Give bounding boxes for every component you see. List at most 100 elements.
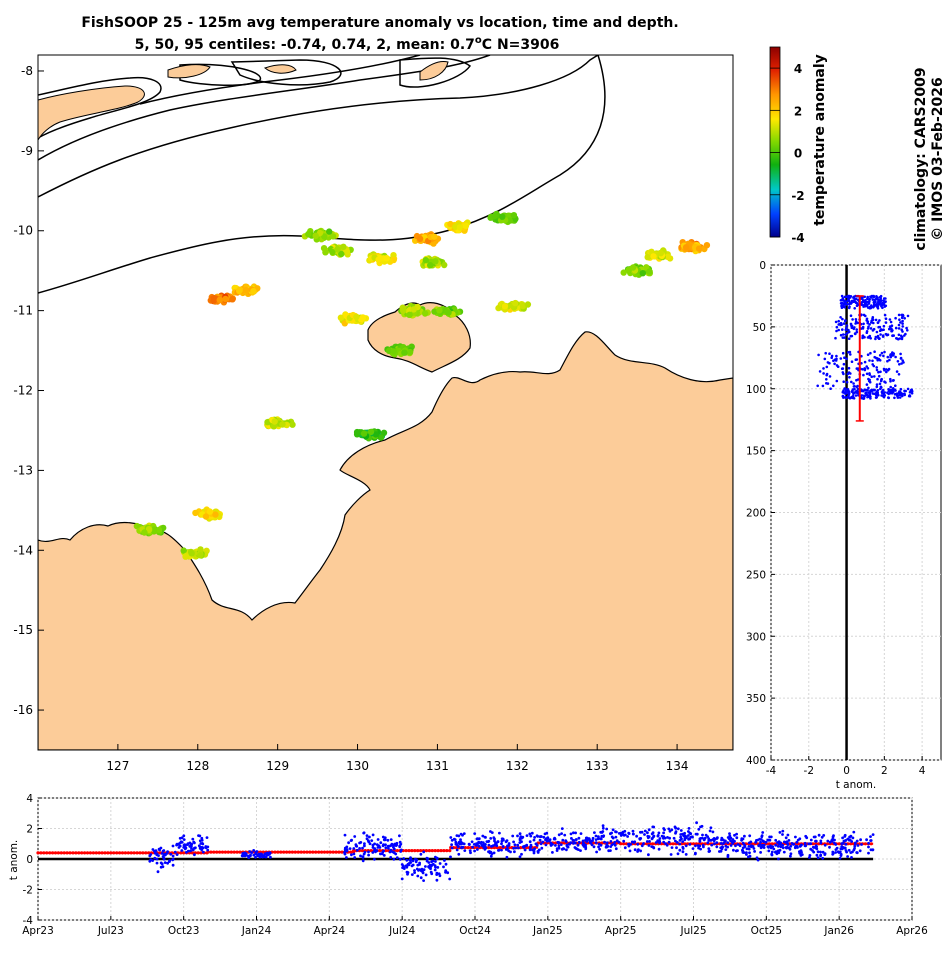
time-point [702,838,706,842]
map-point [452,223,459,231]
depth-point [875,368,879,372]
depth-point [880,351,884,355]
time-series-mean-marker [869,842,873,846]
depth-point [903,334,906,337]
depth-point [901,322,904,325]
time-point [672,836,676,840]
time-point [402,866,406,869]
map-point [447,220,454,228]
time-point [847,838,851,842]
time-point [389,844,392,848]
time-point [559,843,563,846]
time-point [839,854,843,857]
map-point [182,553,189,560]
time-point [501,845,505,848]
depth-point [890,327,893,331]
time-series-mean-marker [226,850,230,854]
depth-point [876,296,879,300]
depth-profile-points [816,265,914,760]
time-series-mean-marker [45,851,49,855]
time-point [841,846,845,849]
depth-point [853,332,857,335]
time-point [182,846,186,849]
depth-point [848,350,852,354]
time-point [646,831,649,835]
time-point [651,836,654,840]
time-point [183,843,187,847]
time-series-mean-marker [334,850,338,854]
time-point [192,840,196,844]
time-point [843,833,847,837]
depth-point [852,382,855,385]
depth-point [876,357,879,360]
depth-point [824,351,827,355]
map-point [650,253,657,260]
time-point [539,842,543,846]
time-point [448,877,452,881]
time-point [389,856,393,859]
time-point [745,847,749,851]
time-point [681,832,684,836]
time-point [574,838,578,841]
time-point [803,844,807,848]
map-cluster [133,522,167,537]
depth-point [842,322,846,325]
time-point [350,838,353,842]
time-point [639,830,642,834]
time-point [551,843,554,846]
depth-point [897,327,901,330]
time-point [645,840,649,843]
time-point [537,848,541,852]
imos-copyright: © IMOS 03-Feb-2026 [930,77,946,240]
time-point [581,841,585,844]
time-point [176,843,180,846]
depth-point [850,380,853,384]
time-point [399,850,403,853]
time-point [722,841,726,844]
time-point [767,849,771,853]
time-point [184,846,188,850]
time-point [853,847,856,850]
time-point [171,863,175,867]
map-axes: 127 128 129 130 131 132 133 134 -8 -9 -10 -11 -12 -13… [13,54,734,773]
map-point [305,230,312,238]
depth-point [879,370,882,374]
time-point [699,825,702,829]
depth-point [854,394,858,397]
time-point [539,835,543,838]
time-point [600,834,604,838]
colorbar-tick-label: 4 [794,62,802,76]
time-point [419,852,423,856]
time-point [643,833,646,836]
depth-point [876,300,880,304]
time-point [853,844,857,848]
depth-point [849,314,853,318]
depth-point [869,397,872,400]
time-series-ytick-label: -4 [23,915,34,927]
time-point [834,843,838,846]
time-point [707,847,711,850]
time-point [839,847,843,851]
map-point [353,313,360,321]
time-point [762,846,766,849]
time-point [814,839,817,843]
depth-point [870,389,873,393]
time-point [521,845,525,849]
map-cluster [398,302,431,319]
depth-point [864,301,868,304]
map-cluster [337,311,370,327]
map-point [367,428,375,436]
time-point [572,831,575,835]
time-point [518,855,522,859]
time-point [636,842,640,846]
time-series-mean-marker [290,850,294,854]
time-point [153,849,156,853]
map-ytick-label: -9 [21,144,33,158]
time-series-segment [718,829,875,862]
time-series-mean-marker [103,851,107,855]
time-series-mean-marker [691,842,696,846]
time-point [477,844,481,848]
time-point [809,838,813,842]
colorbar-gradient [769,46,781,238]
time-point [753,850,756,853]
